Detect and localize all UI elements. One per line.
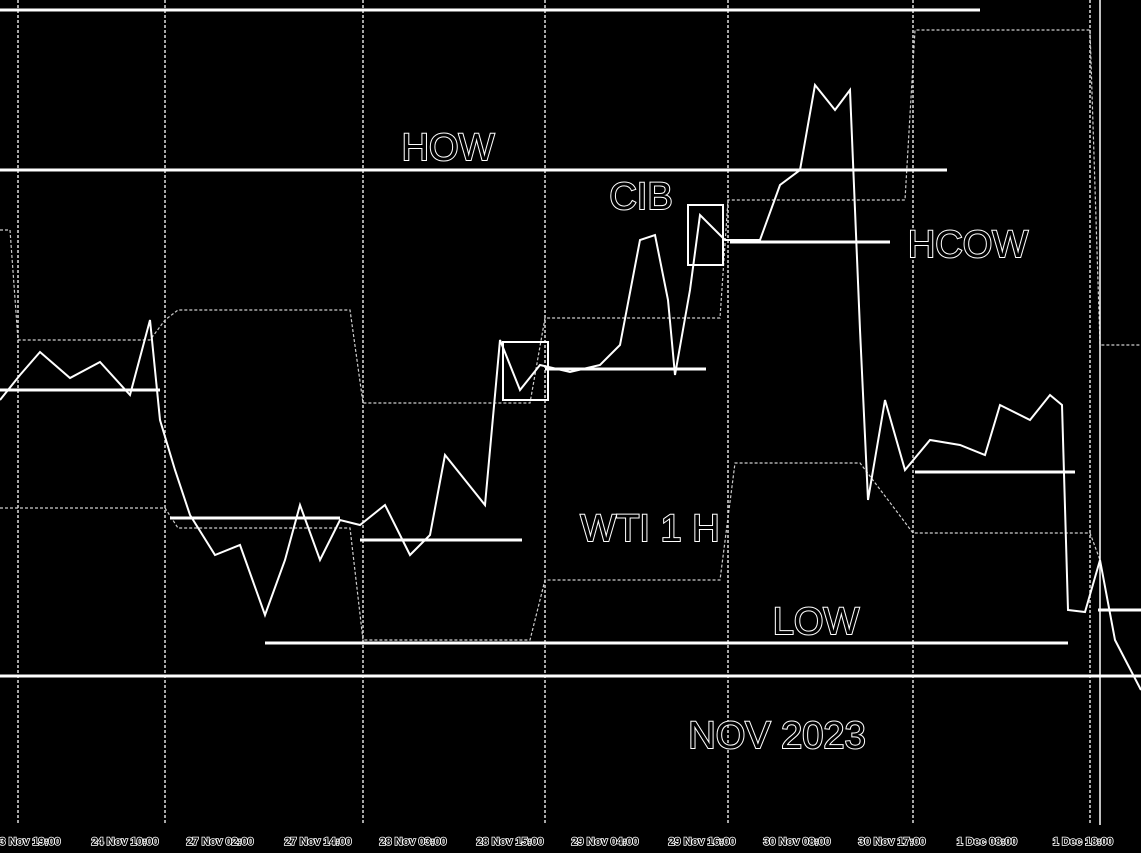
cib-label: CIB [609,176,672,218]
vertical-separators [17,0,1091,825]
levels [0,8,1141,678]
high-step [0,29,1141,404]
time-label: 29 Nov 04:00 [571,836,638,848]
time-label: 27 Nov 14:00 [284,836,351,848]
time-label: 28 Nov 03:00 [379,836,446,848]
time-axis: 3 Nov 19:00 24 Nov 10:00 27 Nov 02:00 27 No… [0,835,1114,849]
low-label: LOW [773,601,860,643]
low-step [0,462,1101,641]
time-label: 30 Nov 17:00 [858,836,925,848]
how-label: HOW [402,127,495,169]
cib-box [687,204,724,266]
time-label: 27 Nov 02:00 [186,836,253,848]
time-label: 28 Nov 15:00 [476,836,543,848]
cib-box [502,341,549,401]
price-path [0,82,1141,691]
hcow-label: HCOW [908,224,1028,266]
wti-label: WTI 1 H [580,508,719,550]
time-label: 3 Nov 19:00 [0,836,61,848]
time-label: 1 Dec 08:00 [957,836,1018,848]
month-label: NOV 2023 [688,715,865,757]
time-label: 24 Nov 10:00 [91,836,158,848]
time-label: 1 Dec 18:00 [1053,836,1114,848]
time-label: 30 Nov 08:00 [763,836,830,848]
session-range-steps [0,29,1141,641]
time-label: 29 Nov 16:00 [668,836,735,848]
